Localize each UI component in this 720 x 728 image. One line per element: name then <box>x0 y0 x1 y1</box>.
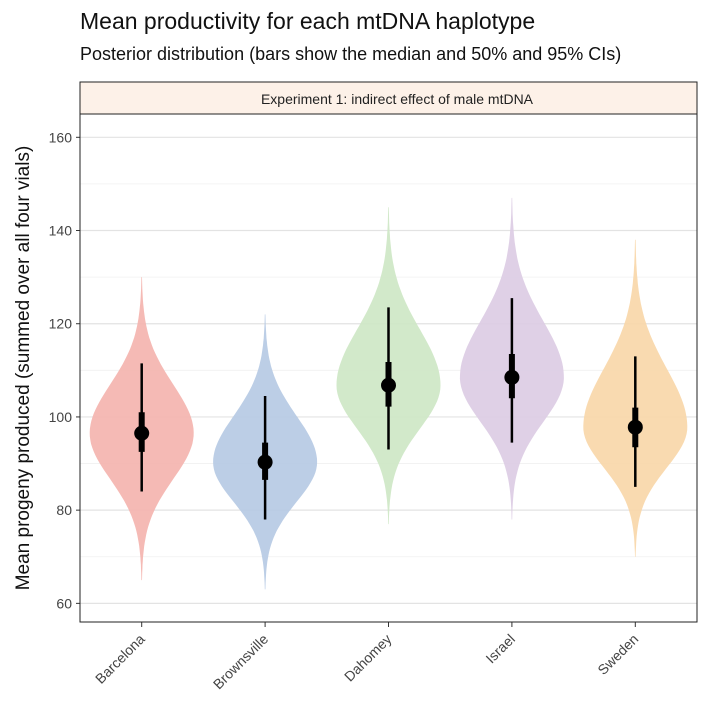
y-axis-label: Mean progeny produced (summed over all f… <box>13 146 34 591</box>
x-tick-label: Sweden <box>594 631 641 678</box>
y-tick-label: 80 <box>56 502 72 518</box>
x-tick-label: Brownsville <box>210 631 272 693</box>
y-tick-label: 100 <box>49 409 73 425</box>
y-tick-label: 60 <box>56 595 72 611</box>
y-tick-label: 160 <box>49 129 73 145</box>
x-tick-label: Barcelona <box>92 631 148 687</box>
chart-title: Mean productivity for each mtDNA haploty… <box>80 8 536 34</box>
median-point <box>504 369 520 385</box>
x-tick-label: Israel <box>483 631 519 667</box>
panel-border <box>79 113 698 623</box>
median-point <box>257 454 273 470</box>
violins <box>89 197 688 590</box>
chart-subtitle: Posterior distribution (bars show the me… <box>80 44 622 64</box>
y-tick-label: 140 <box>49 223 73 239</box>
median-point <box>381 377 396 393</box>
facet-label: Experiment 1: indirect effect of male mt… <box>261 91 534 107</box>
median-point <box>134 425 150 441</box>
y-tick-label: 120 <box>49 316 73 332</box>
facet-strip <box>79 81 698 115</box>
median-point <box>627 419 643 435</box>
x-tick-label: Dahomey <box>341 631 395 685</box>
